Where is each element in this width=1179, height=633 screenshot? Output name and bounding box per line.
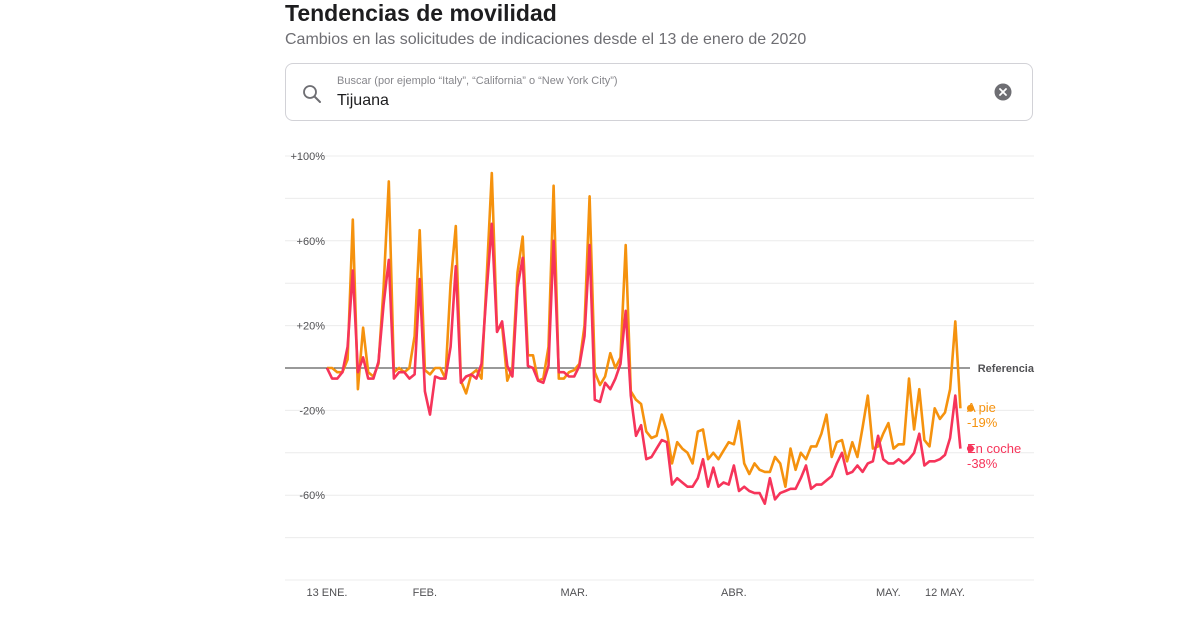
search-box[interactable]: Buscar (por ejemplo “Italy”, “California… — [285, 63, 1033, 121]
x-tick-label: ABR. — [721, 587, 747, 599]
series-line-1 — [325, 222, 962, 506]
page-title: Tendencias de movilidad — [285, 0, 557, 26]
x-tick-label: MAR. — [560, 587, 588, 599]
x-tick-label: FEB. — [413, 587, 437, 599]
x-tick-label: MAY. — [876, 587, 901, 599]
chart-grid — [285, 155, 1034, 581]
legend-value-0: -19% — [967, 415, 998, 430]
series-end-dot-1 — [966, 445, 974, 453]
x-tick-label: 13 ENE. — [307, 587, 348, 599]
y-axis-ticks: +100% +60% +20% -20% -60% — [290, 151, 325, 502]
series-line-0 — [327, 171, 962, 489]
y-tick-label: -20% — [299, 405, 325, 417]
x-tick-label: 12 MAY. — [925, 587, 965, 599]
baseline-label: Referencia — [978, 363, 1035, 375]
series-end-dot-0 — [966, 404, 974, 412]
x-axis-ticks: 13 ENE. FEB. MAR. ABR. MAY. 12 MAY. — [307, 587, 965, 599]
legend-name-0: A pie — [967, 400, 996, 415]
y-tick-label: +20% — [297, 321, 326, 333]
y-tick-label: +100% — [290, 151, 325, 163]
search-placeholder: Buscar (por ejemplo “Italy”, “California… — [337, 75, 618, 87]
clear-icon[interactable] — [994, 83, 1012, 101]
page-header: Tendencias de movilidad Cambios en las s… — [285, 0, 806, 50]
y-tick-label: -60% — [299, 490, 325, 502]
chart-series — [325, 171, 974, 506]
chart-legend: A pie-19% En coche-38% — [967, 400, 1021, 471]
search-icon — [303, 85, 321, 103]
search-input[interactable] — [337, 92, 937, 110]
legend-name-1: En coche — [967, 441, 1021, 456]
page-subtitle: Cambios en las solicitudes de indicacion… — [285, 31, 807, 48]
y-tick-label: +60% — [297, 236, 326, 248]
legend-value-1: -38% — [967, 456, 998, 471]
